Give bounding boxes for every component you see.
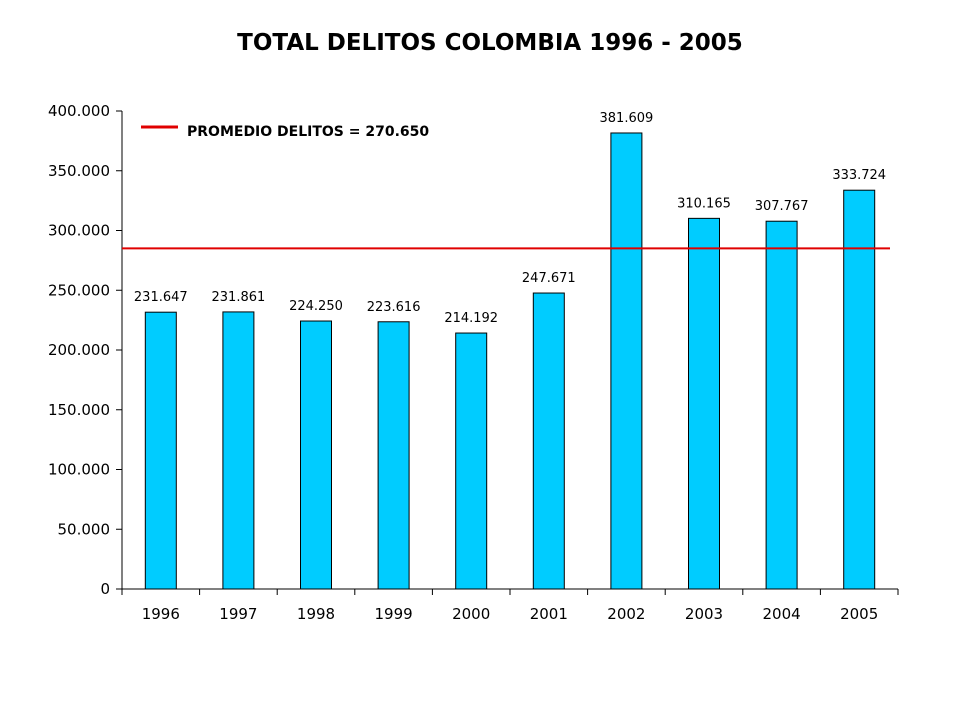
y-tick-label: 400.000 (48, 102, 110, 120)
y-tick-label: 300.000 (48, 222, 110, 240)
x-tick-label: 1997 (219, 605, 257, 623)
x-tick-label: 1999 (375, 605, 413, 623)
x-tick-label: 2001 (530, 605, 568, 623)
data-label: 231.861 (212, 290, 266, 305)
bar-2003 (688, 217, 720, 590)
data-label: 333.724 (832, 168, 886, 183)
y-tick-label: 0 (100, 580, 110, 598)
x-tick-label: 2005 (840, 605, 878, 623)
data-label: 224.250 (289, 299, 343, 314)
bar-2004 (765, 220, 798, 590)
y-tick-label: 200.000 (48, 341, 110, 359)
y-tick-label: 100.000 (48, 461, 110, 479)
bar-1999 (377, 321, 410, 590)
x-tick-label: 1996 (142, 605, 180, 623)
x-tick-label: 2003 (685, 605, 723, 623)
x-tick-label: 2002 (607, 605, 645, 623)
data-labels: 231.647 231.861 224.250 223.616 214.192 247.6… (134, 111, 886, 326)
bars (144, 132, 876, 590)
bar-1996 (144, 311, 177, 590)
legend-label: PROMEDIO DELITOS = 270.650 (187, 124, 429, 140)
y-tick-label: 350.000 (48, 162, 110, 180)
bar-1997 (222, 311, 255, 590)
x-tick-label: 1998 (297, 605, 335, 623)
data-label: 381.609 (600, 111, 654, 126)
bar-2002 (610, 132, 643, 590)
data-label: 307.767 (755, 199, 809, 214)
x-tick-label: 2000 (452, 605, 490, 623)
bar-1998 (300, 320, 332, 590)
legend: PROMEDIO DELITOS = 270.650 (141, 124, 429, 140)
y-tick-label: 50.000 (58, 520, 111, 538)
y-tick-label: 150.000 (48, 401, 110, 419)
axes: 0 50.000 100.000 150.000 200.000 250.000 300.0… (48, 102, 899, 623)
data-label: 223.616 (367, 300, 421, 315)
y-tick-label: 250.000 (48, 281, 110, 299)
data-label: 310.165 (677, 196, 731, 211)
data-label: 247.671 (522, 271, 576, 286)
bar-2000 (455, 332, 488, 590)
data-label: 214.192 (444, 311, 498, 326)
data-label: 231.647 (134, 290, 188, 305)
chart-title: TOTAL DELITOS COLOMBIA 1996 - 2005 (237, 30, 743, 56)
bar-2005 (843, 189, 876, 590)
bar-2001 (532, 292, 565, 590)
x-tick-label: 2004 (763, 605, 801, 623)
